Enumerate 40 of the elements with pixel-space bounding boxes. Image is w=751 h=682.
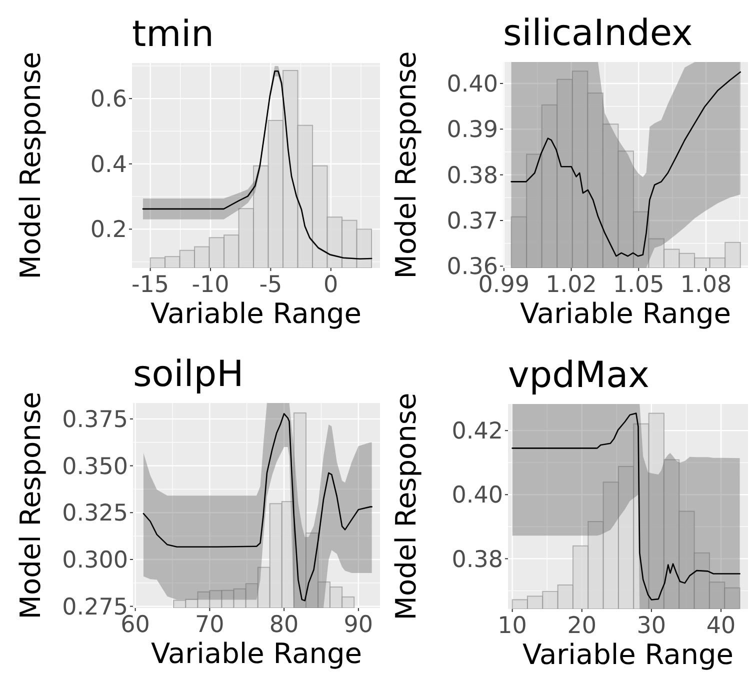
chart-title: vpdMax: [508, 355, 650, 396]
x-axis-title: Variable Range: [522, 638, 734, 671]
y-tick-label: 0.38: [452, 546, 503, 573]
x-axis-title: Variable Range: [150, 297, 362, 330]
y-tick-label: 0.6: [90, 86, 127, 113]
y-tick-label: 0.37: [446, 208, 498, 235]
y-tick-label: 0.350: [62, 454, 128, 480]
x-tick-label: 40: [706, 613, 736, 639]
x-axis-title: Variable Range: [150, 637, 362, 670]
y-tick-label: 0.300: [62, 548, 128, 574]
y-tick-label: 0.40: [446, 72, 498, 98]
y-tick-label: 0.4: [90, 152, 127, 178]
y-tick-label: 0.38: [446, 162, 498, 189]
chart-title: silicaIndex: [503, 13, 693, 54]
y-axis-title: Model Response: [390, 392, 422, 620]
x-tick-label: 1.02: [546, 272, 597, 298]
y-tick-label: 0.375: [62, 406, 128, 433]
chart-title: soilpH: [133, 354, 244, 395]
x-tick-label: 1.08: [680, 272, 732, 298]
y-tick-label: 0.40: [452, 482, 503, 509]
x-tick-label: 90: [344, 612, 374, 638]
y-axis-title: Model Response: [390, 51, 422, 279]
x-tick-label: 70: [195, 612, 224, 638]
x-axis-title: Variable Range: [520, 297, 732, 330]
y-axis-title: Model Response: [14, 52, 47, 280]
x-tick-label: 20: [567, 613, 597, 639]
y-tick-label: 0.325: [62, 500, 128, 527]
y-tick-label: 0.39: [446, 117, 498, 144]
x-tick-label: 80: [269, 612, 299, 638]
chart-title: tmin: [132, 14, 214, 55]
x-tick-label: 30: [636, 613, 666, 639]
y-axis-title: Model Response: [14, 392, 47, 620]
y-tick-label: 0.42: [452, 418, 503, 445]
x-tick-label: 0: [324, 272, 338, 298]
x-tick-label: -15: [132, 272, 170, 298]
x-tick-label: 10: [498, 613, 527, 639]
x-tick-label: 1.05: [613, 272, 664, 298]
x-tick-label: -10: [192, 272, 230, 298]
y-tick-label: 0.2: [90, 217, 127, 244]
x-tick-label: -5: [259, 272, 282, 298]
